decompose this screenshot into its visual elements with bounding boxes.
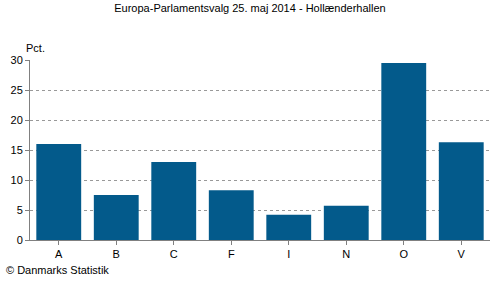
- svg-text:V: V: [458, 248, 466, 260]
- svg-text:15: 15: [11, 144, 23, 156]
- svg-text:F: F: [228, 248, 235, 260]
- svg-text:Pct.: Pct.: [26, 42, 45, 54]
- svg-text:B: B: [113, 248, 120, 260]
- svg-text:30: 30: [11, 54, 23, 66]
- svg-text:20: 20: [11, 114, 23, 126]
- svg-text:Europa-Parlamentsvalg 25. maj: Europa-Parlamentsvalg 25. maj 2014 - Hol…: [114, 2, 385, 14]
- svg-text:10: 10: [11, 174, 23, 186]
- svg-text:25: 25: [11, 84, 23, 96]
- svg-text:© Danmarks Statistik: © Danmarks Statistik: [6, 264, 109, 276]
- svg-text:N: N: [342, 248, 350, 260]
- svg-text:5: 5: [17, 204, 23, 216]
- svg-text:C: C: [170, 248, 178, 260]
- svg-text:O: O: [399, 248, 408, 260]
- svg-text:A: A: [55, 248, 63, 260]
- svg-text:I: I: [287, 248, 290, 260]
- svg-text:0: 0: [17, 234, 23, 246]
